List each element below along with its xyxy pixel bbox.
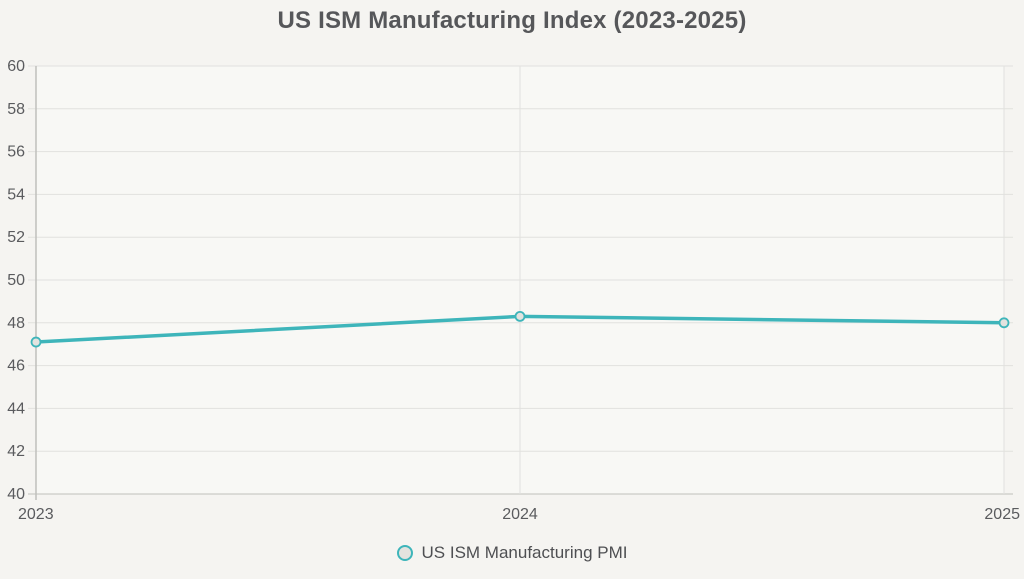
- y-axis-tick-label: 52: [7, 229, 25, 246]
- chart-title: US ISM Manufacturing Index (2023-2025): [277, 7, 747, 34]
- y-axis-tick-label: 54: [7, 186, 25, 203]
- data-point[interactable]: [30, 336, 42, 348]
- line-chart: 40 42 44 46 48 50 52 54 56 58 60 2023 2024 2025: [7, 58, 1020, 523]
- data-point[interactable]: [514, 310, 526, 322]
- y-axis-tick-label: 44: [7, 400, 25, 417]
- data-point[interactable]: [998, 317, 1010, 329]
- y-axis-tick-label: 40: [7, 486, 25, 503]
- legend-marker-icon: [396, 545, 413, 561]
- y-axis-tick-label: 50: [7, 272, 25, 289]
- legend[interactable]: US ISM Manufacturing PMI: [0, 543, 1024, 563]
- y-axis-tick-label: 60: [7, 58, 25, 75]
- y-axis-tick-label: 58: [7, 101, 25, 118]
- x-axis-tick-label: 2024: [502, 506, 538, 523]
- y-axis-tick-label: 56: [7, 144, 25, 161]
- x-axis-tick-label: 2023: [18, 506, 54, 523]
- y-axis-tick-label: 46: [7, 358, 25, 375]
- y-axis-tick-label: 42: [7, 443, 25, 460]
- y-axis-tick-label: 48: [7, 315, 25, 332]
- legend-label: US ISM Manufacturing PMI: [421, 543, 628, 562]
- x-axis-tick-label: 2025: [984, 506, 1020, 523]
